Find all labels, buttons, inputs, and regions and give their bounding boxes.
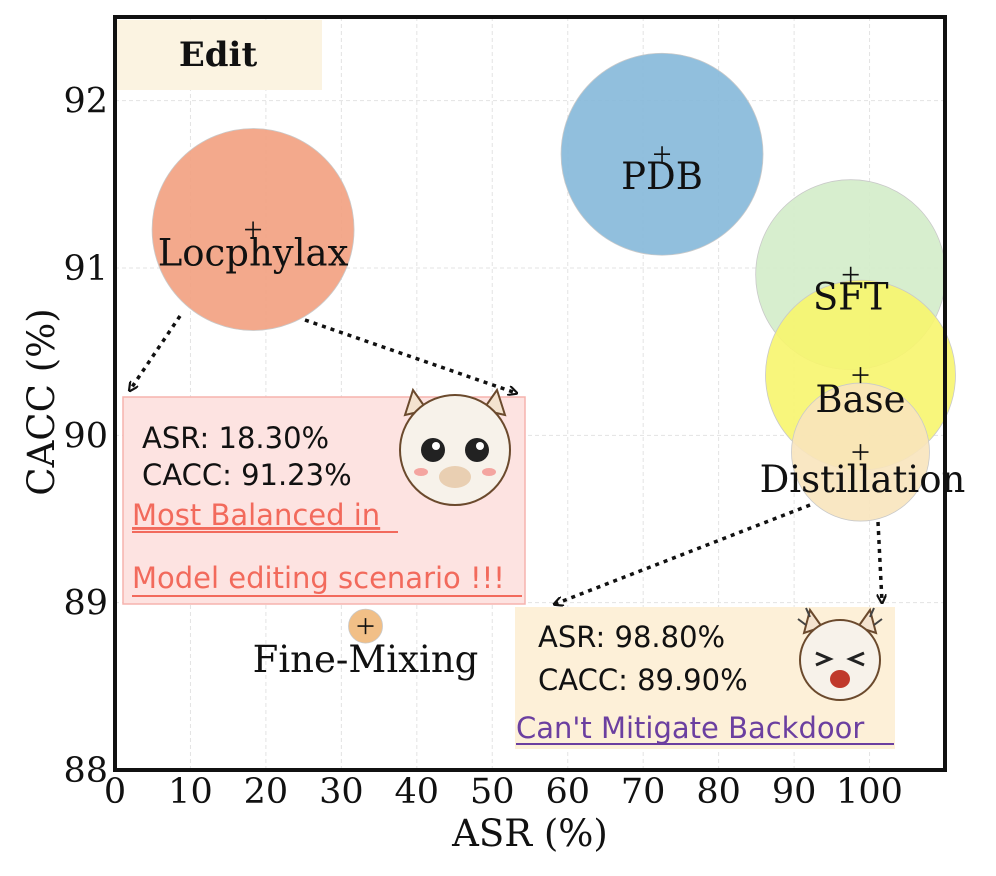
crying-llama-icon: [797, 607, 883, 701]
label-pdb: PDB: [621, 155, 703, 198]
axis-ticks: 0 10 20 30 40 50 60 70 80 90 100 88 89 90 91 92: [63, 82, 902, 812]
marker-base: [852, 367, 869, 384]
plot-frame: [113, 15, 947, 772]
y-tick-label-2: 90: [63, 416, 108, 456]
arrow-locphylax-left: [130, 315, 182, 390]
x-tick-label-9: 90: [772, 772, 817, 812]
y-axis-label: CACC (%): [20, 308, 63, 495]
x-tick-label-6: 60: [545, 772, 590, 812]
annotation-cacc-locphylax: CACC: 91.23%: [142, 458, 352, 492]
annotation-box-locphylax: ASR: 18.30% CACC: 91.23% Most Balanced i…: [122, 387, 526, 605]
x-tick-label-10: 100: [836, 772, 903, 812]
x-tick-label-0: 0: [104, 772, 126, 812]
x-tick-label-2: 20: [244, 772, 289, 812]
label-distillation: Distillation: [760, 458, 966, 501]
y-tick-label-4: 92: [63, 82, 108, 122]
arrow-distillation-right: [876, 521, 882, 602]
annotation-highlight-distillation: Can't Mitigate Backdoor: [516, 711, 864, 745]
annotation-highlight-locphylax-1: Most Balanced in: [132, 498, 380, 532]
x-tick-label-1: 10: [168, 772, 213, 812]
annotation-highlight-locphylax-2: Model editing scenario !!!: [132, 561, 505, 595]
x-tick-label-5: 50: [470, 772, 515, 812]
marker-fine-mixing: [357, 618, 374, 635]
label-locphylax: Locphylax: [158, 232, 349, 275]
arrow-distillation-left: [555, 503, 811, 604]
bubbles: Locphylax PDB SFT Base Distillation Fine-Mixi…: [151, 52, 966, 681]
annotation-asr-locphylax: ASR: 18.30%: [142, 421, 329, 455]
x-axis-label: ASR (%): [451, 812, 608, 855]
y-tick-label-0: 88: [63, 751, 108, 791]
y-tick-label-3: 91: [63, 249, 108, 289]
marker-distillation: [852, 444, 869, 461]
happy-llama-icon: [399, 387, 511, 506]
x-tick-label-7: 70: [621, 772, 666, 812]
annotation-asr-distillation: ASR: 98.80%: [538, 620, 725, 654]
annotation-arrows: [130, 315, 882, 604]
x-tick-label-8: 80: [696, 772, 741, 812]
chart-title: Edit: [179, 35, 258, 75]
arrow-locphylax-right: [304, 318, 516, 393]
label-base: Base: [815, 378, 905, 421]
marker-pdb: [654, 146, 671, 163]
label-fine-mixing: Fine-Mixing: [253, 638, 479, 681]
annotation-cacc-distillation: CACC: 89.90%: [538, 663, 748, 697]
marker-sft: [842, 266, 859, 283]
title-box: [115, 20, 322, 90]
x-tick-label-3: 30: [319, 772, 364, 812]
annotation-box-distillation: ASR: 98.80% CACC: 89.90% Can't Mitigate …: [515, 607, 895, 749]
marker-locphylax: [245, 221, 262, 238]
label-sft: SFT: [813, 276, 889, 319]
x-tick-label-4: 40: [395, 772, 440, 812]
y-tick-label-1: 89: [63, 584, 108, 624]
